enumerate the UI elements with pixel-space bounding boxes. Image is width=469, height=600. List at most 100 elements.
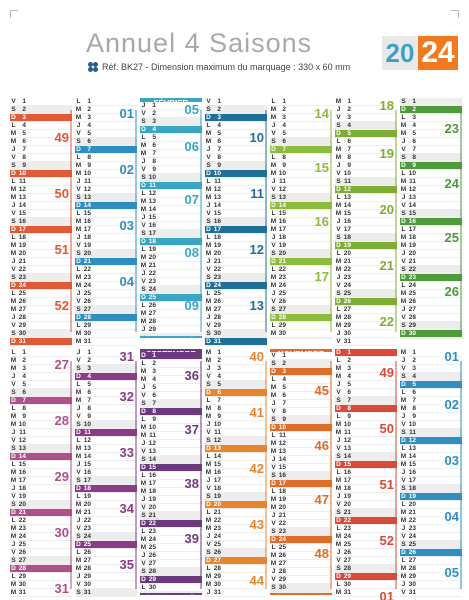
day-number: 16 bbox=[83, 469, 91, 476]
day-row: M 23 bbox=[205, 525, 267, 533]
week-number: 13 bbox=[249, 297, 264, 313]
weekday-letter: J bbox=[76, 349, 81, 356]
day-number: 23 bbox=[343, 274, 351, 281]
weekday-letter: V bbox=[141, 560, 146, 568]
weekday-letter: M bbox=[335, 485, 342, 492]
day-row: V 30 bbox=[75, 581, 137, 589]
day-row bbox=[400, 338, 462, 339]
day-number: 2 bbox=[152, 110, 156, 117]
day-number: 29 bbox=[343, 573, 351, 580]
week-number: 49 bbox=[379, 364, 394, 380]
day-number: 25 bbox=[148, 294, 156, 301]
day-number: 13 bbox=[83, 445, 91, 452]
weekday-letter: M bbox=[205, 194, 212, 201]
day-row: L 16 bbox=[140, 472, 202, 481]
day-row: S 20 bbox=[75, 250, 137, 258]
day-number: 26 bbox=[83, 549, 91, 556]
day-number: 10 bbox=[213, 421, 221, 428]
day-number: 13 bbox=[278, 194, 286, 201]
day-number: 10 bbox=[343, 421, 351, 428]
day-number: 10 bbox=[148, 174, 156, 181]
day-number: 30 bbox=[148, 584, 156, 592]
day-number: 28 bbox=[408, 314, 416, 321]
day-number: 29 bbox=[83, 322, 91, 329]
weekday-letter: V bbox=[11, 437, 16, 444]
weekday-letter: J bbox=[336, 549, 341, 556]
day-number: 17 bbox=[278, 226, 286, 233]
weekday-letter: M bbox=[270, 226, 277, 233]
weekday-letter: J bbox=[271, 400, 276, 408]
weekday-letter: J bbox=[76, 290, 81, 297]
day-row: V 15 bbox=[10, 210, 72, 218]
day-number: 9 bbox=[217, 162, 221, 169]
day-row: L 13 bbox=[335, 194, 397, 202]
day-number: 17 bbox=[343, 226, 351, 233]
weekday-letter: S bbox=[206, 381, 211, 388]
day-row: J 21 bbox=[205, 258, 267, 266]
weekday-letter: M bbox=[400, 130, 407, 137]
month-accent-bar bbox=[70, 110, 72, 332]
day-number: 3 bbox=[22, 114, 26, 121]
day-row: M 19 bbox=[10, 242, 72, 250]
weekday-letter: J bbox=[401, 413, 406, 420]
day-row: V 25 bbox=[205, 541, 267, 549]
day-number: 16 bbox=[18, 218, 26, 225]
weekday-letter: M bbox=[335, 365, 342, 372]
day-row: M 24 bbox=[335, 533, 397, 541]
day-row: V 31 bbox=[335, 338, 397, 346]
day-number: 8 bbox=[282, 154, 286, 161]
week-number: 04 bbox=[444, 508, 459, 524]
weekday-letter: J bbox=[401, 357, 406, 364]
day-number: 9 bbox=[217, 413, 221, 420]
day-row: V 26 bbox=[270, 298, 332, 306]
weekday-letter: L bbox=[76, 322, 81, 329]
weekday-letter: S bbox=[336, 397, 341, 404]
day-row: J 27 bbox=[400, 306, 462, 314]
weekday-letter: M bbox=[75, 445, 82, 452]
day-number: 6 bbox=[282, 392, 286, 400]
weekday-letter: S bbox=[401, 98, 406, 105]
weekday-letter: S bbox=[206, 218, 211, 225]
day-number: 26 bbox=[213, 549, 221, 556]
day-row: S 30 bbox=[10, 330, 72, 338]
weekday-letter: V bbox=[11, 381, 16, 388]
day-row: M 18 bbox=[400, 234, 462, 242]
day-list: L 1 M 2 M 3 J 4 V 5 S 6 D 7 L 8 M 9 M 10 J 11 V 12 S 13 D 14 L 15 M 16 M… bbox=[75, 98, 137, 346]
day-row: M 17 bbox=[75, 226, 137, 234]
day-number: 8 bbox=[87, 405, 91, 412]
day-row: S 31 bbox=[75, 589, 137, 597]
weekday-letter: S bbox=[206, 549, 211, 556]
calendar-header: Annuel 4 Saisons Réf. BK27 - Dimension m… bbox=[0, 0, 469, 90]
day-list: M 1 J 2 V 3 S 4 D 5 L 6 M 7 M 8 J 9 V 10 S 11 D 12 L 13 M 14 M 15 J 16 V… bbox=[335, 98, 397, 346]
day-number: 28 bbox=[148, 568, 156, 576]
day-list: D 1 L 2 M 3 M 4 J 5 V 6 S 7 D 8 L 9 M 10 M 11 J 12 V 13 S 14 D 15 L 16 M… bbox=[140, 352, 202, 594]
month-column: JANVIERL1M2M3J4V5S6D7L8M9M10J11V12S13D14… bbox=[75, 98, 137, 346]
week-number: 37 bbox=[184, 422, 199, 438]
day-number: 3 bbox=[412, 365, 416, 372]
day-number: 30 bbox=[83, 581, 91, 588]
day-number: 3 bbox=[87, 114, 91, 121]
weekday-letter: S bbox=[401, 322, 406, 329]
day-row: V 22 bbox=[270, 520, 332, 529]
weekday-letter: L bbox=[76, 210, 81, 217]
weekday-letter: L bbox=[401, 226, 406, 233]
month-accent-bar bbox=[200, 110, 202, 332]
day-number: 12 bbox=[408, 437, 416, 444]
weekday-letter: L bbox=[271, 488, 276, 496]
day-list: S 1 D 2 L 3 M 4 M 5 J 6 V 7 S 8 D 9 L 10 M 11 M 12 J 13 V 14 S 15 D 16 L… bbox=[400, 98, 462, 339]
day-row: M 15 bbox=[205, 461, 267, 469]
day-row: S 16 bbox=[270, 472, 332, 481]
day-number: 14 bbox=[343, 202, 351, 209]
day-number: 3 bbox=[152, 118, 156, 125]
weekday-letter: M bbox=[75, 330, 82, 337]
weekday-letter: M bbox=[10, 525, 17, 532]
